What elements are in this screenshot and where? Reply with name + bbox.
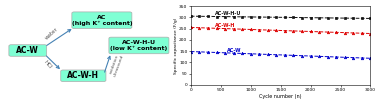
Text: AC-W: AC-W (227, 48, 241, 53)
Text: AC-W-H-U
(low K⁺ content): AC-W-H-U (low K⁺ content) (110, 40, 167, 51)
Text: AC
(high K⁺ content): AC (high K⁺ content) (71, 15, 132, 26)
FancyBboxPatch shape (109, 37, 169, 54)
Text: AC-W-H-U: AC-W-H-U (215, 11, 241, 16)
Text: HCl: HCl (43, 59, 53, 70)
Text: water: water (44, 26, 59, 41)
Text: AC-W-H: AC-W-H (215, 23, 235, 28)
X-axis label: Cycle number (n): Cycle number (n) (259, 94, 302, 99)
Text: AC-W-H: AC-W-H (67, 71, 99, 80)
FancyBboxPatch shape (61, 70, 106, 82)
Text: oxidation
ultrasound: oxidation ultrasound (109, 52, 125, 77)
FancyBboxPatch shape (9, 45, 46, 56)
Text: AC-W: AC-W (16, 46, 39, 55)
FancyBboxPatch shape (72, 12, 132, 28)
Y-axis label: Specific capacitance (F/g): Specific capacitance (F/g) (174, 17, 178, 74)
